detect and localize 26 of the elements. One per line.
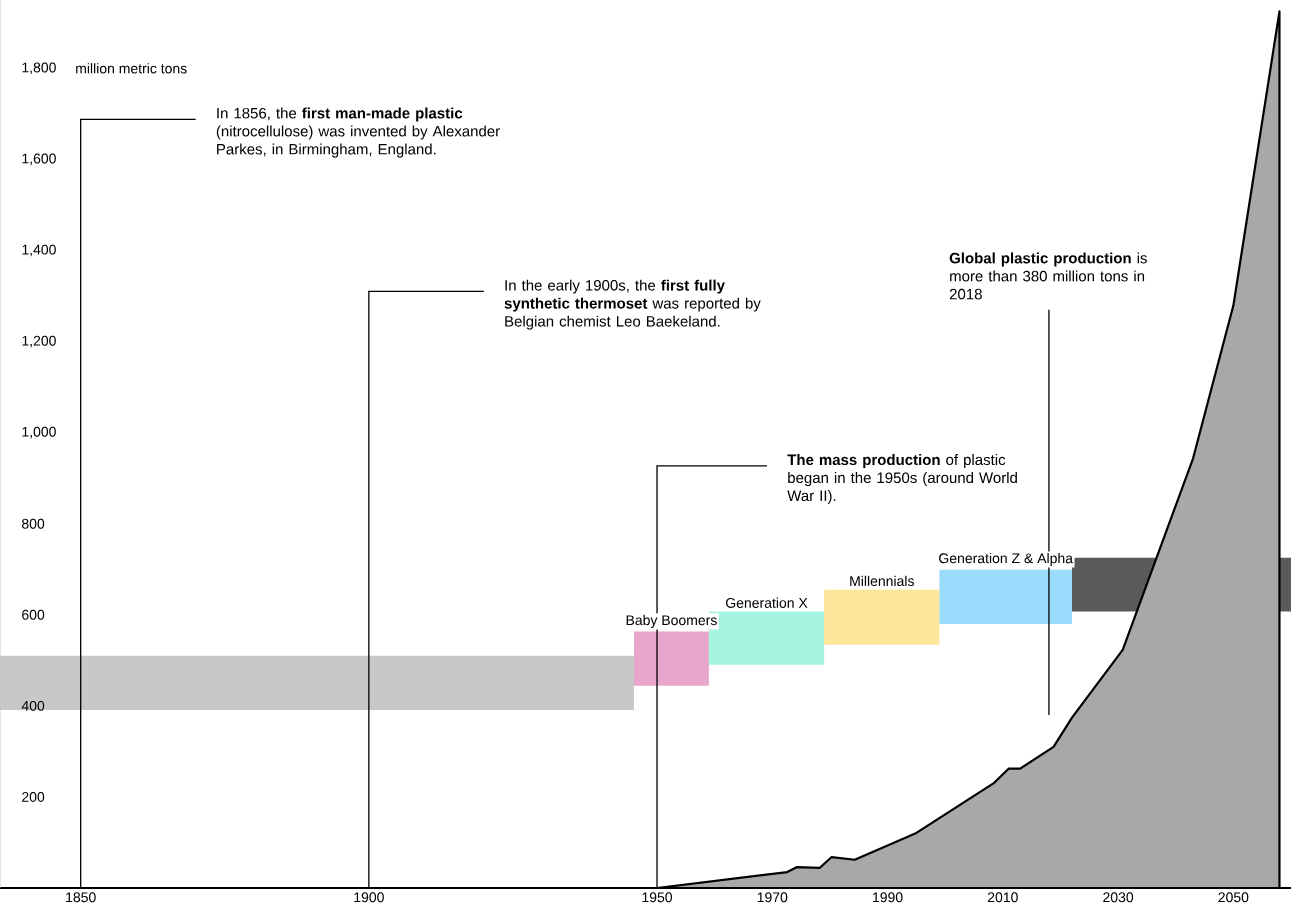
band-label: Generation Z & Alpha xyxy=(939,552,1073,566)
x-tick-label: 1990 xyxy=(873,892,903,903)
x-tick-label: 2010 xyxy=(987,892,1018,903)
band-label: Millennials xyxy=(850,575,914,587)
y-tick-label: 1,800 xyxy=(22,62,56,75)
x-tick-label: 1850 xyxy=(66,892,96,903)
x-tick-label: 1900 xyxy=(354,892,384,903)
y-axis-title: million metric tons xyxy=(76,63,187,74)
ref-line-label: In 1856, the first man-made plastic (nitrocellulose) was invented by Alexander Parkes, in Birmingham, England. xyxy=(216,107,500,158)
y-tick-label: 1,200 xyxy=(22,335,56,348)
y-tick-label: 1,000 xyxy=(22,426,56,439)
x-tick-label: 1970 xyxy=(757,892,788,903)
y-tick-label: 800 xyxy=(22,518,45,529)
band-label: Generation X xyxy=(725,597,808,608)
x-tick-label: 2050 xyxy=(1218,892,1249,903)
y-tick-label: 1,600 xyxy=(22,153,56,166)
y-tick-label: 1,400 xyxy=(22,244,56,257)
ref-line-label: In the early 1900s, the first fully synthetic thermoset was reported by Belgian chemist Leo Baekeland. xyxy=(504,279,761,330)
x-tick-label: 2030 xyxy=(1103,892,1134,903)
ref-line-label: Global plastic production is more than 380 million tons in 2018 xyxy=(949,252,1147,300)
x-tick-label: 1950 xyxy=(642,892,673,903)
ref-line-label: The mass production of plastic began in the 1950s (around World War II). xyxy=(787,454,1017,505)
y-tick-label: 600 xyxy=(22,609,45,620)
y-tick-label: 200 xyxy=(22,791,45,802)
y-tick-label: 400 xyxy=(21,700,45,711)
band-label: Baby Boomers xyxy=(626,614,717,628)
